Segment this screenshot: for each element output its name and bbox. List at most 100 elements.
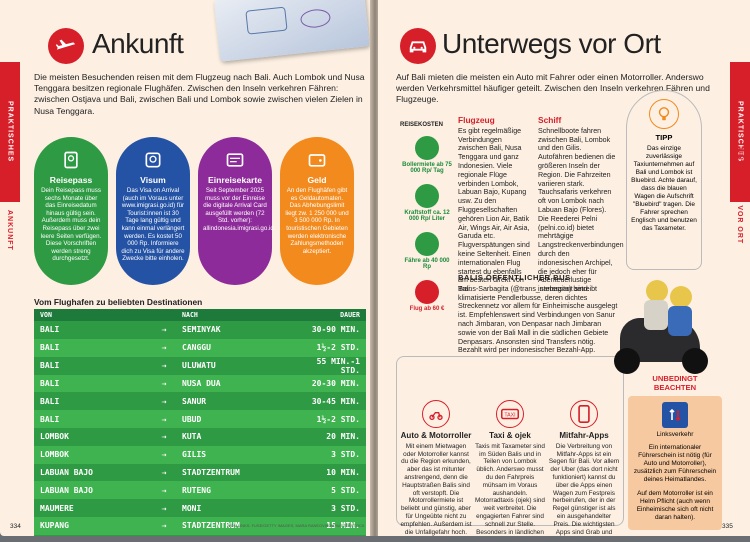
- page-title: Unterwegs vor Ort: [442, 28, 661, 59]
- cell-nach: STADTZENTRUM: [176, 516, 296, 535]
- cell-von: KUPANG: [34, 516, 152, 535]
- photo-credit: VON LINKS: FUSE/GETTY IMAGES, MARA RANEO…: [228, 523, 365, 528]
- car-icon: ⇢: [152, 410, 176, 428]
- car-icon: ⇢: [152, 463, 176, 482]
- table-row: BALI ⇢ ULUWATU 55 MIN.-1 STD.: [34, 356, 366, 375]
- svg-text:TAXI: TAXI: [504, 412, 515, 418]
- cell-nach: SANUR: [176, 392, 296, 411]
- scooter-icon: [415, 136, 439, 160]
- car-icon: ⇢: [152, 427, 176, 446]
- costs-label: REISEKOSTEN: [400, 122, 444, 128]
- table-row: TAMBOLAKA⇢WAIKABUBAK1 STD.: [34, 534, 366, 536]
- right-side-label: UNTERWEGS VOR ORT: [736, 148, 743, 245]
- cell-von: BALI: [34, 338, 152, 357]
- airplane-icon: [415, 280, 439, 304]
- right-section-tab: PRAKTISCHES: [730, 62, 750, 202]
- lightbulb-icon: [649, 99, 679, 129]
- car-icon: ⇢: [152, 481, 176, 500]
- right-page: Unterwegs vor Ort PRAKTISCHES UNTERWEGS …: [378, 0, 750, 536]
- wallet-icon: [306, 149, 328, 171]
- cell-nach: MONI: [176, 499, 296, 517]
- flugzeug-section: Flugzeug Es gibt regelmäßige Verbindunge…: [458, 116, 532, 294]
- car-icon: ⇢: [152, 445, 176, 464]
- schiff-section: Schiff Schnellboote fahren zwischen Bali…: [538, 115, 624, 294]
- pill-body: Das Visa on Arrival (auch im Voraus unte…: [121, 187, 185, 263]
- pill-title: Geld: [307, 175, 327, 185]
- pill-visum: Visum Das Visa on Arrival (auch im Vorau…: [116, 137, 190, 285]
- cell-nach: ULUWATU: [176, 356, 296, 375]
- schiff-body: Schnellboote fahren zwischen Bali, Lombo…: [538, 126, 624, 294]
- table-row: KUPANG ⇢ STADTZENTRUM 15 MIN.: [34, 516, 366, 535]
- cell-dauer: 1½-2 STD.: [296, 338, 366, 357]
- cell-nach: NUSA DUA: [176, 374, 296, 393]
- beachten-card: Linksverkehr Ein internationaler Führers…: [628, 396, 722, 530]
- smartphone-icon: [570, 400, 598, 428]
- cell-von: TAMBOLAKA: [34, 534, 152, 536]
- tipp-card: TIPP Das einzige zuverlässige Taxiuntern…: [626, 90, 702, 270]
- cell-dauer: 3 STD.: [296, 445, 366, 464]
- pill-einreisekarte: Einreisekarte Seit September 2025 muss v…: [198, 137, 276, 285]
- left-side-label: ANKUNFT: [6, 210, 13, 251]
- pill-body: Dein Reisepass muss sechs Monate über da…: [40, 187, 102, 263]
- cell-dauer: 5 STD.: [296, 481, 366, 500]
- cost-ferry: Fähre ab 40 000 Rp: [400, 232, 454, 270]
- car-icon: ⇢: [152, 516, 176, 535]
- visa-icon: [142, 149, 164, 171]
- taxi-icon: TAXI: [496, 400, 524, 428]
- cost-flight: Flug ab 60 €: [400, 280, 454, 312]
- cell-von: LABUAN BAJO: [34, 481, 152, 500]
- cell-von: BALI: [34, 410, 152, 428]
- taxi-ojek-section: TAXI Taxi & ojek Taxis mit Taxameter sin…: [474, 400, 546, 536]
- cell-dauer: 20 MIN.: [296, 427, 366, 446]
- table-row: LOMBOK ⇢ GILIS 3 STD.: [34, 445, 366, 464]
- pill-title: Einreisekarte: [208, 175, 262, 185]
- table-title: Vom Flughafen zu beliebten Destinationen: [34, 297, 203, 307]
- fuel-icon: [415, 184, 439, 208]
- table-row: LABUAN BAJO ⇢ STADTZENTRUM 10 MIN.: [34, 463, 366, 482]
- left-section-tab: PRAKTISCHES: [0, 62, 20, 202]
- left-page: PRAKTISCHES ANKUNFT Ankunft Die meisten …: [0, 0, 372, 536]
- page-number-left: 334: [10, 523, 21, 530]
- car-icon: ⇢: [152, 534, 176, 536]
- table-header: VON NACH DAUER: [34, 309, 366, 321]
- cell-dauer: 15 MIN.: [296, 516, 366, 535]
- table-row: LABUAN BAJO ⇢ RUTENG 5 STD.: [34, 481, 366, 500]
- cell-dauer: 30-90 MIN.: [296, 321, 366, 339]
- scooter-icon: [422, 400, 450, 428]
- cell-nach: UBUD: [176, 410, 296, 428]
- car-icon: ⇢: [152, 392, 176, 411]
- table-row: BALI ⇢ SANUR 30-45 MIN.: [34, 392, 366, 411]
- destinations-table: VON NACH DAUER BALI ⇢ SEMINYAK 30-90 MIN. BA…: [34, 309, 366, 536]
- car-icon: ⇢: [152, 499, 176, 517]
- header-dauer: DAUER: [296, 309, 366, 321]
- table-row: BALI ⇢ CANGGU 1½-2 STD.: [34, 338, 366, 357]
- book-gutter: [370, 0, 380, 536]
- pill-title: Reisepass: [49, 175, 93, 185]
- modes-card: [396, 356, 624, 526]
- pill-geld: Geld An den Flughäfen gibt es Geldautoma…: [280, 137, 354, 285]
- tipp-title: TIPP: [655, 133, 673, 142]
- pill-reisepass: Reisepass Dein Reisepass muss sechs Mona…: [34, 137, 108, 285]
- page-number-right: 335: [722, 523, 733, 530]
- cell-dauer: 3 STD.: [296, 499, 366, 517]
- cell-nach: GILIS: [176, 445, 296, 464]
- auto-motorroller-section: Auto & Motorroller Mit einem Mietwagen o…: [400, 400, 472, 536]
- header-nach: NACH: [176, 309, 296, 321]
- car-icon: ⇢: [152, 321, 176, 339]
- cell-von: LOMBOK: [34, 445, 152, 464]
- cost-fuel: Kraftstoff ca. 12 000 Rp/ Liter: [400, 184, 454, 222]
- cell-nach: STADTZENTRUM: [176, 463, 296, 482]
- one-way-traffic-icon: [662, 402, 688, 428]
- car-icon: ⇢: [152, 356, 176, 375]
- cell-nach: RUTENG: [176, 481, 296, 500]
- schiff-title: Schiff: [538, 115, 562, 125]
- ferry-icon: [415, 232, 439, 256]
- table-row: LOMBOK ⇢ KUTA 20 MIN.: [34, 427, 366, 446]
- cell-dauer: 1 STD.: [296, 534, 366, 536]
- cell-nach: KUTA: [176, 427, 296, 446]
- page-title: Ankunft: [92, 28, 184, 59]
- cell-von: BALI: [34, 356, 152, 375]
- beachten-body2: Auf dem Motorroller ist ein Helm Pflicht…: [636, 490, 714, 521]
- cell-von: BALI: [34, 374, 152, 393]
- cell-dauer: 30-45 MIN.: [296, 392, 366, 411]
